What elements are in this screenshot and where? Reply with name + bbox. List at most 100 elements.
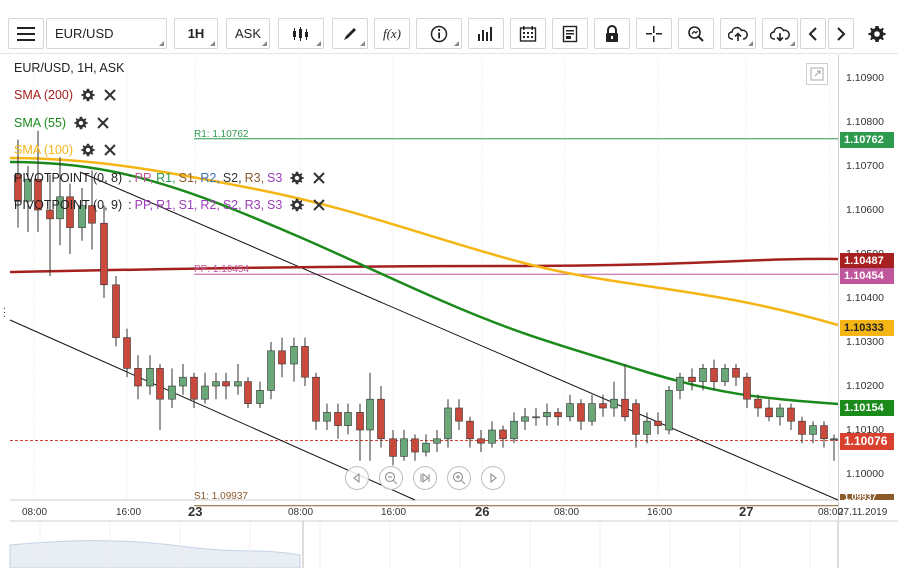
s1-level-label: S1: 1.09937	[194, 491, 248, 502]
triangle-right-icon	[490, 473, 497, 483]
timeframe-select[interactable]: 1H	[174, 18, 218, 49]
legend-sma100: SMA (100)	[14, 141, 119, 159]
download-button[interactable]	[762, 18, 798, 49]
triangle-left-icon	[353, 473, 360, 483]
candle-bull	[699, 368, 707, 382]
lock-button[interactable]	[594, 18, 630, 49]
timeframe-label: 1H	[187, 26, 205, 41]
gear-icon	[290, 198, 305, 212]
settings-button[interactable]	[862, 18, 892, 49]
zoom-out-button[interactable]	[379, 466, 403, 490]
sma100-line	[9, 156, 839, 327]
gear-icon	[868, 25, 886, 42]
crosshair-button[interactable]	[636, 18, 672, 49]
chart-type-button[interactable]	[278, 18, 324, 49]
upload-button[interactable]	[720, 18, 756, 49]
pan-right-button[interactable]	[481, 466, 505, 490]
gear-icon	[81, 143, 95, 157]
calendar-icon	[519, 25, 537, 42]
lock-icon	[606, 24, 618, 42]
sma55-remove[interactable]	[94, 114, 112, 132]
sma55-settings[interactable]	[72, 114, 90, 132]
current-price-tag: 1.10076	[840, 433, 894, 450]
candle-bear	[477, 438, 485, 444]
panel-resize-handle[interactable]: ...	[3, 301, 6, 320]
candle-bear	[222, 381, 230, 387]
candle-bear	[654, 420, 662, 426]
sma100-settings[interactable]	[79, 141, 97, 159]
price-type-select[interactable]: ASK	[226, 18, 270, 49]
pan-left-button[interactable]	[345, 466, 369, 490]
expand-icon	[810, 67, 824, 81]
draw-tool-button[interactable]	[332, 18, 368, 49]
time-axis-day-label: 26	[475, 504, 490, 519]
candle-bull	[610, 398, 618, 409]
pivot2-r3: R3,	[244, 198, 265, 212]
document-icon	[562, 25, 578, 42]
reset-icon	[420, 472, 430, 484]
legend-pivot1: PIVOTPOINT (0, 8) : PP, R1, S1, R2, S2, …	[14, 169, 328, 187]
volume-button[interactable]	[468, 18, 504, 49]
pivot1-pp: PP,	[134, 171, 154, 185]
sma55-label: SMA (55)	[14, 116, 67, 130]
template-button[interactable]	[552, 18, 588, 49]
sma200-remove[interactable]	[101, 86, 119, 104]
time-axis-day-label: 27	[739, 504, 754, 519]
chevron-left-icon	[808, 26, 817, 41]
pivot2-settings[interactable]	[288, 196, 306, 214]
candle-bear	[621, 398, 629, 418]
pivot1-remove[interactable]	[310, 169, 328, 187]
pivot2-remove[interactable]	[310, 196, 328, 214]
scroll-left-button[interactable]	[800, 18, 826, 49]
candle-bear	[356, 412, 364, 431]
calendar-button[interactable]	[510, 18, 546, 49]
indicators-button[interactable]: f(x)	[374, 18, 410, 49]
price-axis-label: 1.10000	[846, 468, 884, 480]
pivot2-s3: S3	[267, 198, 283, 212]
chart-legend-header: EUR/USD, 1H, ASK	[14, 61, 124, 75]
candle-bear	[244, 381, 252, 404]
candle-bull	[78, 205, 86, 228]
candle-bear	[34, 178, 42, 211]
candles	[14, 130, 838, 466]
candle-bear	[455, 407, 463, 422]
zoom-button[interactable]	[678, 18, 714, 49]
pivot1-colon: :	[128, 171, 132, 185]
gear-icon	[290, 171, 305, 185]
candle-bull	[212, 381, 220, 387]
time-axis-label: 08:00	[22, 507, 48, 518]
sma100-remove[interactable]	[101, 141, 119, 159]
candle-bear	[14, 174, 22, 202]
candle-bear	[787, 407, 795, 422]
pivot2-r1: R1,	[156, 198, 176, 212]
overview-navigator	[9, 521, 839, 568]
symbol-label: EUR/USD	[55, 26, 114, 41]
time-axis-label: 08:00	[818, 507, 844, 518]
price-axis-label: 1.10700	[846, 160, 884, 172]
reset-view-button[interactable]	[413, 466, 437, 490]
fullscreen-button[interactable]	[806, 63, 828, 85]
sma200-settings[interactable]	[79, 86, 97, 104]
candle-bear	[688, 376, 696, 382]
time-axis-date-label: 27.11.2019	[838, 507, 888, 518]
bar-chart-icon	[478, 26, 492, 41]
sma100-label: SMA (100)	[14, 143, 74, 157]
toolbar: EUR/USD 1H ASK f(x)	[0, 0, 898, 54]
time-axis-label: 16:00	[116, 507, 142, 518]
pivot2-s2: S2,	[222, 198, 242, 212]
candle-bull	[146, 368, 154, 387]
info-button[interactable]	[416, 18, 462, 49]
cloud-download-icon	[770, 26, 790, 42]
menu-button[interactable]	[8, 18, 44, 49]
scroll-right-button[interactable]	[828, 18, 854, 49]
zoom-in-button[interactable]	[447, 466, 471, 490]
gear-icon	[81, 88, 95, 102]
symbol-select[interactable]: EUR/USD	[46, 18, 167, 49]
candle-bear	[710, 368, 718, 382]
candle-bull	[444, 407, 452, 440]
pivot1-r2: R2,	[200, 171, 220, 185]
pivot1-settings[interactable]	[288, 169, 306, 187]
price-axis-label: 1.10800	[846, 116, 884, 128]
candle-bull	[267, 350, 275, 391]
